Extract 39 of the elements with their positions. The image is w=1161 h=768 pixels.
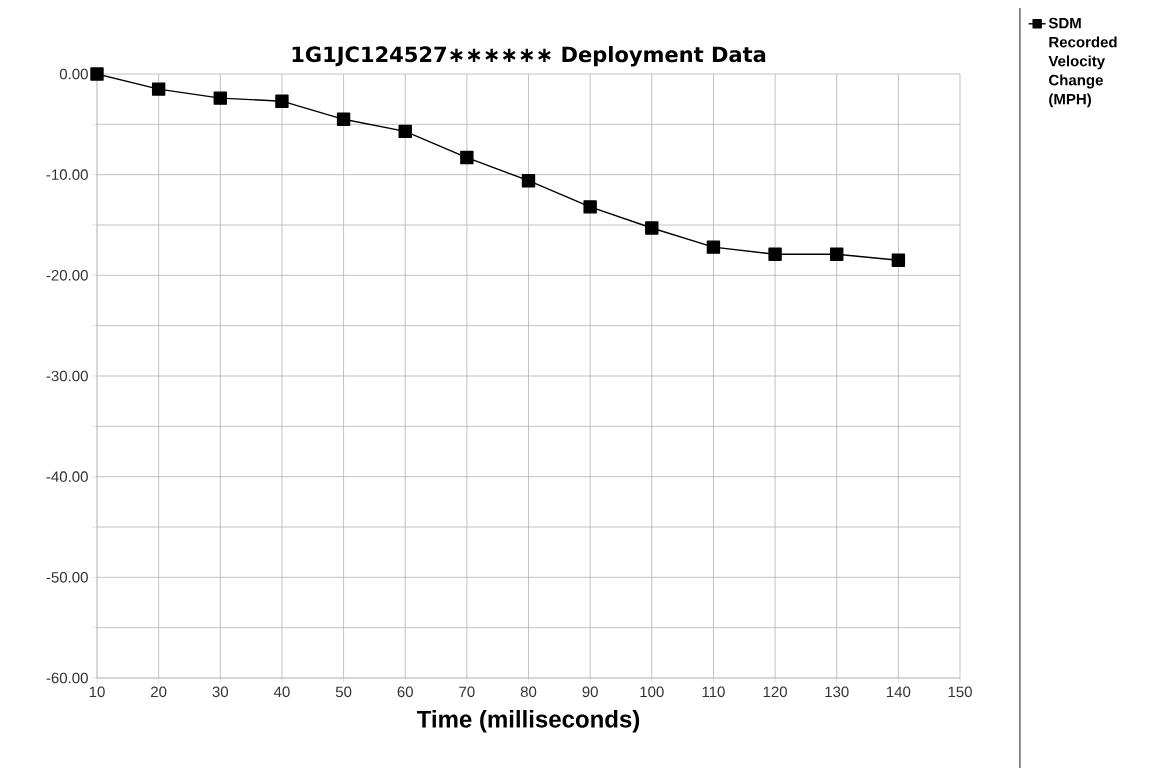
x-tick-label: 120	[763, 686, 787, 698]
point	[336, 112, 351, 126]
point	[460, 150, 474, 165]
point	[90, 67, 104, 81]
point	[521, 174, 536, 188]
y-tick-label: -30.00	[46, 370, 88, 382]
x-tick-label: 40	[273, 686, 290, 698]
x-axis-title: Time (milliseconds)	[416, 710, 640, 733]
x-tick-label: 140	[887, 686, 911, 698]
x-tick-label: 20	[151, 686, 167, 698]
point	[645, 221, 659, 235]
y-tick-label: -60.00	[46, 672, 88, 684]
point	[398, 124, 412, 139]
x-tick-label: 110	[702, 686, 725, 698]
point	[275, 94, 289, 108]
x-tick-label: 50	[335, 686, 352, 698]
x-tick-label: 150	[948, 686, 972, 698]
legend-label: SDM Recorded Velocity Change (MPH)	[1048, 17, 1117, 108]
y-tick-label: -50.00	[46, 572, 88, 583]
point	[706, 240, 721, 254]
point	[768, 247, 782, 261]
point	[151, 82, 166, 96]
point	[830, 247, 844, 261]
x-tick-label: 80	[520, 686, 537, 698]
x-tick-label: 70	[459, 686, 475, 698]
y-tick-label: -10.00	[46, 169, 88, 180]
x-tick-label: 10	[89, 686, 105, 698]
x-tick-label: 130	[825, 686, 849, 698]
y-tick-label: -40.00	[46, 471, 88, 482]
point	[583, 200, 597, 214]
y-tick-label: 0.00	[59, 68, 88, 80]
x-tick-label: 60	[397, 686, 413, 698]
chart-title: 1G1JC124527∗∗∗∗∗∗ Deployment Data	[292, 45, 766, 67]
x-tick-label: 30	[212, 686, 229, 698]
x-tick-label: 100	[640, 686, 664, 698]
point	[213, 91, 227, 105]
y-tick-label: -20.00	[46, 270, 88, 281]
x-tick-label: 90	[582, 686, 598, 698]
point	[891, 253, 906, 267]
